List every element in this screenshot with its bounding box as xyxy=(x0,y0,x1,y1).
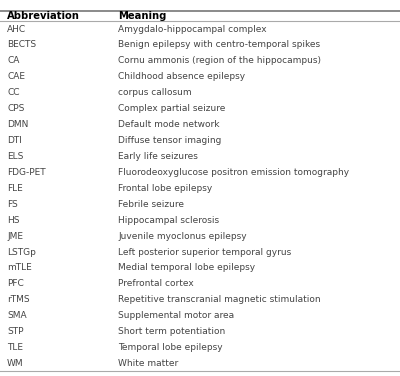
Text: JME: JME xyxy=(7,232,23,241)
Text: Diffuse tensor imaging: Diffuse tensor imaging xyxy=(118,136,221,145)
Text: corpus callosum: corpus callosum xyxy=(118,88,192,97)
Text: SMA: SMA xyxy=(7,311,27,320)
Text: Prefrontal cortex: Prefrontal cortex xyxy=(118,279,194,288)
Text: Left posterior superior temporal gyrus: Left posterior superior temporal gyrus xyxy=(118,247,291,256)
Text: AHC: AHC xyxy=(7,24,26,33)
Text: CA: CA xyxy=(7,56,20,65)
Text: STP: STP xyxy=(7,327,24,336)
Text: Complex partial seizure: Complex partial seizure xyxy=(118,104,225,113)
Text: FS: FS xyxy=(7,200,18,209)
Text: Amygdalo-hippocampal complex: Amygdalo-hippocampal complex xyxy=(118,24,267,33)
Text: Abbreviation: Abbreviation xyxy=(7,11,80,21)
Text: CC: CC xyxy=(7,88,20,97)
Text: rTMS: rTMS xyxy=(7,295,30,304)
Text: DTI: DTI xyxy=(7,136,22,145)
Text: Supplemental motor area: Supplemental motor area xyxy=(118,311,234,320)
Text: CAE: CAE xyxy=(7,72,25,81)
Text: Frontal lobe epilepsy: Frontal lobe epilepsy xyxy=(118,184,212,193)
Text: Temporal lobe epilepsy: Temporal lobe epilepsy xyxy=(118,343,223,352)
Text: Early life seizures: Early life seizures xyxy=(118,152,198,161)
Text: Cornu ammonis (region of the hippocampus): Cornu ammonis (region of the hippocampus… xyxy=(118,56,321,65)
Text: Short term potentiation: Short term potentiation xyxy=(118,327,225,336)
Text: TLE: TLE xyxy=(7,343,23,352)
Text: CPS: CPS xyxy=(7,104,24,113)
Text: BECTS: BECTS xyxy=(7,41,36,50)
Text: Hippocampal sclerosis: Hippocampal sclerosis xyxy=(118,216,219,225)
Text: Childhood absence epilepsy: Childhood absence epilepsy xyxy=(118,72,245,81)
Text: White matter: White matter xyxy=(118,359,178,368)
Text: Repetitive transcranial magnetic stimulation: Repetitive transcranial magnetic stimula… xyxy=(118,295,321,304)
Text: Meaning: Meaning xyxy=(118,11,166,21)
Text: Febrile seizure: Febrile seizure xyxy=(118,200,184,209)
Text: HS: HS xyxy=(7,216,20,225)
Text: DMN: DMN xyxy=(7,120,28,129)
Text: WM: WM xyxy=(7,359,24,368)
Text: FDG-PET: FDG-PET xyxy=(7,168,46,177)
Text: mTLE: mTLE xyxy=(7,264,32,273)
Text: Fluorodeoxyglucose positron emission tomography: Fluorodeoxyglucose positron emission tom… xyxy=(118,168,349,177)
Text: Medial temporal lobe epilepsy: Medial temporal lobe epilepsy xyxy=(118,264,255,273)
Text: Benign epilepsy with centro-temporal spikes: Benign epilepsy with centro-temporal spi… xyxy=(118,41,320,50)
Text: ELS: ELS xyxy=(7,152,24,161)
Text: Default mode network: Default mode network xyxy=(118,120,220,129)
Text: LSTGp: LSTGp xyxy=(7,247,36,256)
Text: FLE: FLE xyxy=(7,184,23,193)
Text: PFC: PFC xyxy=(7,279,24,288)
Text: Juvenile myoclonus epilepsy: Juvenile myoclonus epilepsy xyxy=(118,232,247,241)
